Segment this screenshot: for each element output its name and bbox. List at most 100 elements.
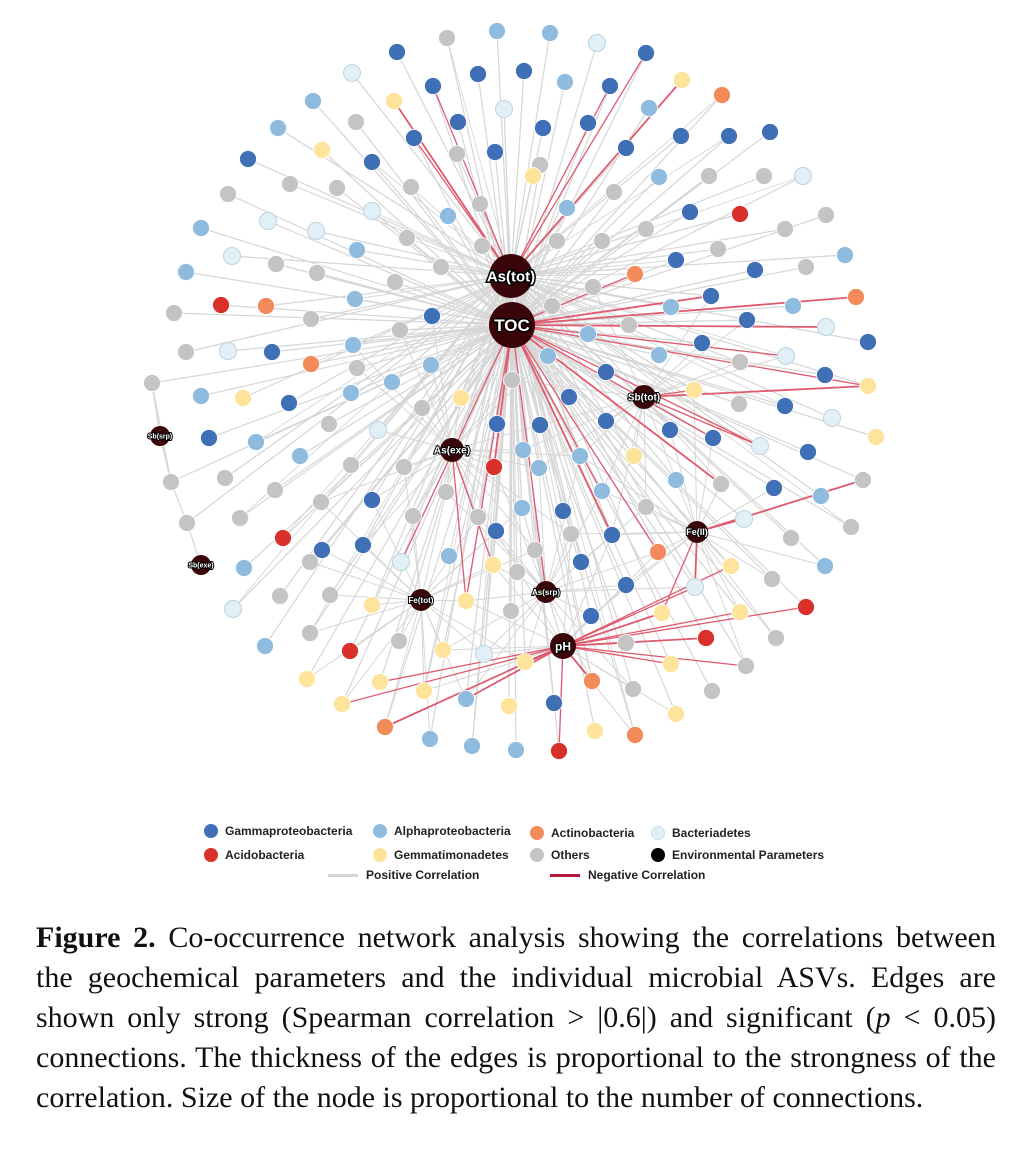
positive-edge xyxy=(510,275,634,690)
asv-node-gamma xyxy=(597,363,615,381)
positive-edge xyxy=(611,396,645,536)
asv-node-actino xyxy=(626,265,644,283)
asv-node-gemma xyxy=(363,596,381,614)
asv-node-alpha xyxy=(650,346,668,364)
asv-node-actino xyxy=(583,672,601,690)
env-node-sbtot: Sb(tot) xyxy=(627,385,661,409)
positive-edge xyxy=(510,275,852,528)
asv-node-gamma xyxy=(560,388,578,406)
env-node-circle xyxy=(535,581,557,603)
asv-node-others xyxy=(605,183,623,201)
asv-node-gamma xyxy=(799,443,817,461)
asv-node-alpha xyxy=(463,737,481,755)
asv-node-alpha xyxy=(541,24,559,42)
positive-edge xyxy=(451,379,513,451)
legend-item-env: Environmental Parameters xyxy=(651,848,824,862)
env-node-label: Fe(tot) xyxy=(409,596,434,605)
asv-node-acido xyxy=(550,742,568,760)
positive-edge xyxy=(451,355,549,451)
asv-node-gamma xyxy=(579,114,597,132)
positive-edge xyxy=(510,275,560,752)
legend-label: Gammaproteobacteria xyxy=(225,824,353,838)
asv-node-others xyxy=(347,113,365,131)
asv-node-acido xyxy=(341,642,359,660)
asv-node-others xyxy=(328,179,346,197)
asv-node-others xyxy=(767,629,785,647)
asv-node-others xyxy=(503,371,521,389)
env-node-feii: Fe(II) xyxy=(685,521,709,543)
asv-node-gamma xyxy=(637,44,655,62)
legend-swatch xyxy=(373,848,387,862)
asv-node-others xyxy=(637,220,655,238)
positive-edge xyxy=(371,210,512,277)
positive-edge xyxy=(510,275,822,497)
asv-node-others xyxy=(703,682,721,700)
asv-node-others xyxy=(469,508,487,526)
asv-node-others xyxy=(432,258,450,276)
asv-node-alpha xyxy=(346,290,364,308)
env-node-label: As(exe) xyxy=(434,446,470,457)
figure-caption: Figure 2. Co-occurrence network analysis… xyxy=(36,918,996,1118)
env-node-label: Sb(tot) xyxy=(628,393,660,404)
asv-node-gamma xyxy=(672,127,690,145)
asv-node-alpha xyxy=(640,99,658,117)
asv-node-others xyxy=(386,273,404,291)
asv-node-alpha xyxy=(593,482,611,500)
positive-edge xyxy=(510,259,677,277)
negative-edge xyxy=(562,586,696,647)
positive-edge xyxy=(511,324,807,608)
negative-edge xyxy=(696,479,864,533)
negative-edge xyxy=(432,85,512,277)
positive-edge xyxy=(483,645,564,655)
asv-node-alpha xyxy=(556,73,574,91)
positive-edge xyxy=(643,319,748,398)
env-node-assrp: As(srp) xyxy=(531,581,561,603)
env-node-astot: As(tot) xyxy=(485,254,537,298)
asv-node-others xyxy=(730,395,748,413)
asv-node-actino xyxy=(649,543,667,561)
positive-edge xyxy=(511,324,596,732)
negative-edge xyxy=(511,324,602,492)
asv-node-gamma xyxy=(761,123,779,141)
positive-edge xyxy=(510,275,707,639)
asv-node-others xyxy=(438,29,456,47)
positive-edge xyxy=(255,275,512,443)
asv-node-others xyxy=(302,310,320,328)
asv-node-others xyxy=(413,399,431,417)
positive-edge xyxy=(309,599,422,634)
env-node-circle xyxy=(632,385,656,409)
legend-label: Negative Correlation xyxy=(588,868,706,882)
positive-edge xyxy=(510,32,551,277)
asv-node-others xyxy=(448,145,466,163)
asv-node-alpha xyxy=(571,447,589,465)
positive-edge xyxy=(511,52,647,326)
negative-edge xyxy=(661,531,698,614)
asv-node-alpha xyxy=(256,637,274,655)
asv-node-others xyxy=(321,586,339,604)
asv-node-gamma xyxy=(200,429,218,447)
negative-edge xyxy=(643,385,869,398)
positive-edge xyxy=(352,344,453,451)
asv-node-bactero xyxy=(259,212,277,230)
asv-node-others xyxy=(593,232,611,250)
positive-edge xyxy=(412,515,422,601)
asv-node-others xyxy=(584,278,602,296)
positive-edge xyxy=(545,551,659,593)
env-node-circle xyxy=(410,589,432,611)
asv-node-alpha xyxy=(558,199,576,217)
asv-node-gamma xyxy=(405,129,423,147)
figure-label: Figure 2. xyxy=(36,921,156,954)
negative-edge xyxy=(511,324,787,357)
negative-edge xyxy=(511,324,714,439)
asv-node-alpha xyxy=(784,297,802,315)
asv-node-gemma xyxy=(484,556,502,574)
legend-item-gamma: Gammaproteobacteria xyxy=(204,824,352,838)
positive-edge xyxy=(430,364,453,451)
positive-edge xyxy=(693,389,698,533)
positive-edge xyxy=(420,530,497,601)
positive-edge xyxy=(592,286,645,398)
asv-node-others xyxy=(177,343,195,361)
asv-node-alpha xyxy=(235,559,253,577)
positive-edge xyxy=(696,531,773,580)
asv-node-alpha xyxy=(421,730,439,748)
